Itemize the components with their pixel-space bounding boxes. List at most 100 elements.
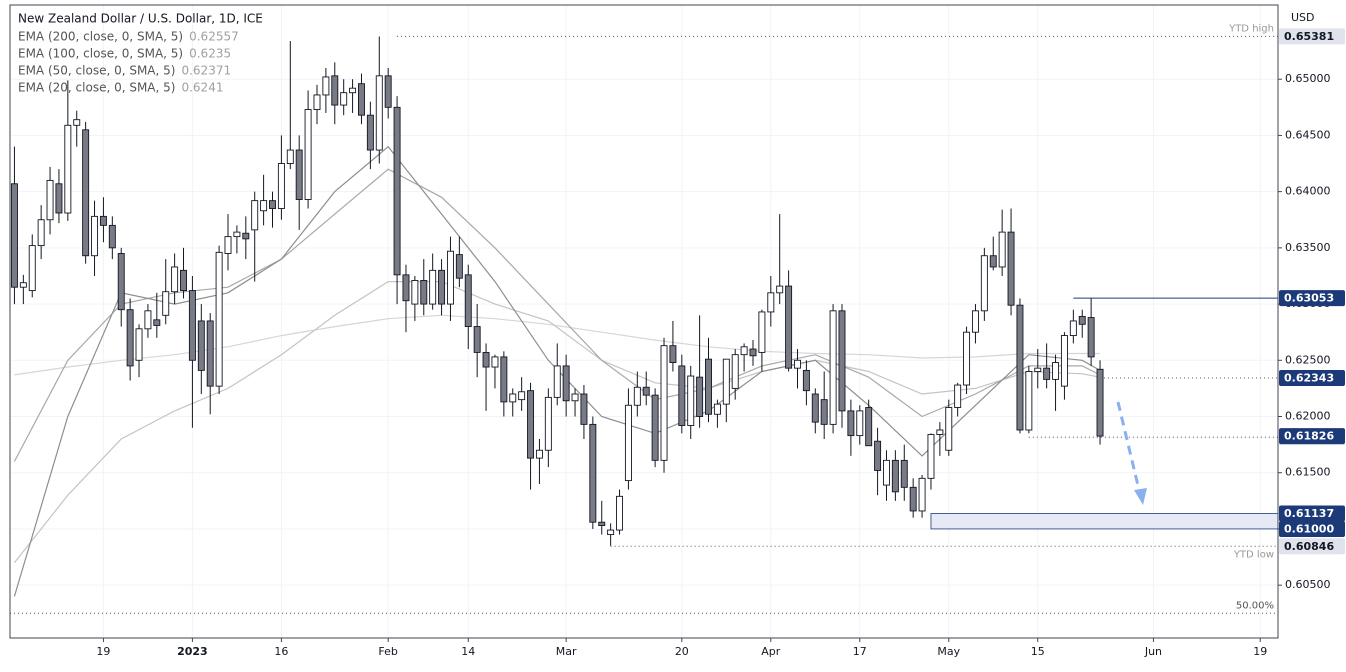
level-text: YTD high bbox=[1228, 23, 1274, 34]
y-tick-label: 0.65000 bbox=[1285, 72, 1331, 85]
candle-body bbox=[1078, 315, 1086, 325]
candle-body bbox=[82, 129, 90, 257]
price-badge-label: 0.62343 bbox=[1284, 371, 1334, 384]
candle-body bbox=[37, 219, 45, 247]
candle-body bbox=[776, 285, 784, 294]
candle-body bbox=[936, 429, 944, 435]
candle-body bbox=[722, 358, 730, 405]
candle-body bbox=[375, 75, 383, 151]
candle-body bbox=[126, 309, 134, 367]
candle-body bbox=[971, 310, 979, 333]
candle-body bbox=[794, 359, 801, 369]
candle-body bbox=[998, 231, 1006, 268]
candle-body bbox=[19, 282, 27, 288]
price-badge-label: 0.61000 bbox=[1284, 522, 1334, 535]
candle-body bbox=[509, 393, 517, 403]
candle-body bbox=[295, 149, 303, 200]
candle-body bbox=[767, 292, 775, 313]
candle-body bbox=[438, 269, 446, 305]
price-badge bbox=[1279, 428, 1345, 445]
candle-body bbox=[411, 280, 419, 305]
candle-body bbox=[909, 486, 917, 512]
candle-body bbox=[313, 94, 321, 111]
candle-body bbox=[55, 183, 63, 214]
chart-title: New Zealand Dollar / U.S. Dollar, 1D, IC… bbox=[18, 12, 263, 26]
candle-body bbox=[651, 394, 659, 461]
candle-body bbox=[883, 459, 890, 486]
plot-frame bbox=[9, 4, 1279, 639]
y-tick-label: 0.60500 bbox=[1285, 578, 1331, 591]
candle-body bbox=[420, 280, 428, 305]
x-tick-label: 20 bbox=[675, 645, 689, 658]
candle-body bbox=[518, 391, 526, 401]
legend-value: 0.62371 bbox=[181, 64, 231, 78]
candle-body bbox=[1043, 367, 1051, 380]
candle-body bbox=[669, 345, 677, 363]
candle-body bbox=[607, 529, 615, 536]
candle-body bbox=[366, 114, 374, 151]
candle-body bbox=[188, 290, 196, 361]
x-tick-label: 14 bbox=[461, 645, 475, 658]
y-tick-label: 0.64000 bbox=[1285, 185, 1331, 198]
candle-body bbox=[785, 285, 793, 369]
candle-body bbox=[429, 269, 437, 305]
candle-body bbox=[740, 346, 748, 356]
y-tick-label: 0.64500 bbox=[1285, 128, 1331, 141]
price-badge-label: 0.60846 bbox=[1284, 540, 1334, 553]
candle-body bbox=[233, 231, 241, 238]
x-tick-label: 2023 bbox=[177, 645, 208, 658]
legend-name: EMA (20, close, 0, SMA, 5) bbox=[18, 81, 175, 95]
forecast-arrowhead bbox=[1134, 488, 1147, 505]
candle-body bbox=[500, 356, 508, 403]
candle-body bbox=[598, 521, 606, 527]
candle-body bbox=[28, 245, 36, 292]
candle-body bbox=[322, 76, 330, 96]
candle-body bbox=[99, 215, 107, 226]
candle-body bbox=[918, 477, 926, 512]
price-badge bbox=[1279, 28, 1345, 45]
candle-body bbox=[358, 83, 365, 116]
price-badge bbox=[1279, 369, 1345, 386]
candle-body bbox=[171, 266, 179, 293]
candle-body bbox=[277, 163, 285, 209]
candle-body bbox=[678, 365, 686, 426]
candle-body bbox=[331, 75, 339, 106]
legend-value: 0.62557 bbox=[189, 30, 239, 44]
candle-body bbox=[874, 440, 882, 471]
price-badge-label: 0.65381 bbox=[1284, 30, 1334, 43]
price-badge-label: 0.61826 bbox=[1284, 430, 1334, 443]
price-badge-label: 0.61137 bbox=[1284, 507, 1334, 520]
candle-body bbox=[829, 310, 837, 425]
y-tick-label: 0.62500 bbox=[1285, 353, 1331, 366]
candle-body bbox=[144, 310, 152, 330]
candle-body bbox=[73, 119, 81, 126]
candle-body bbox=[535, 449, 543, 459]
candle-body bbox=[91, 215, 99, 257]
candle-body bbox=[340, 92, 348, 106]
candle-body bbox=[713, 403, 721, 415]
candle-body bbox=[153, 319, 161, 326]
levels: YTD high YTD low 50.00% bbox=[10, 23, 1279, 614]
candle-body bbox=[384, 75, 392, 108]
x-tick-label: 17 bbox=[853, 645, 867, 658]
candle-body bbox=[642, 386, 650, 396]
candle-body bbox=[705, 358, 712, 415]
candle-body bbox=[1025, 371, 1033, 431]
candle-body bbox=[402, 274, 410, 302]
candle-body bbox=[304, 109, 312, 200]
legend: New Zealand Dollar / U.S. Dollar, 1D, IC… bbox=[18, 12, 263, 95]
candle-body bbox=[945, 407, 953, 451]
legend-name: EMA (200, close, 0, SMA, 5) bbox=[18, 30, 183, 44]
candle-body bbox=[197, 320, 205, 371]
candle-body bbox=[820, 399, 828, 425]
candle-body bbox=[989, 255, 997, 268]
candle-body bbox=[954, 384, 962, 408]
target-zone bbox=[930, 513, 1279, 530]
ema-line bbox=[13, 281, 1101, 564]
x-tick-label: Jun bbox=[1144, 645, 1162, 658]
x-tick-label: 15 bbox=[1031, 645, 1045, 658]
candle-body bbox=[135, 328, 143, 361]
candle-body bbox=[286, 149, 294, 164]
candle-body bbox=[856, 410, 864, 437]
candle-body bbox=[927, 434, 935, 479]
